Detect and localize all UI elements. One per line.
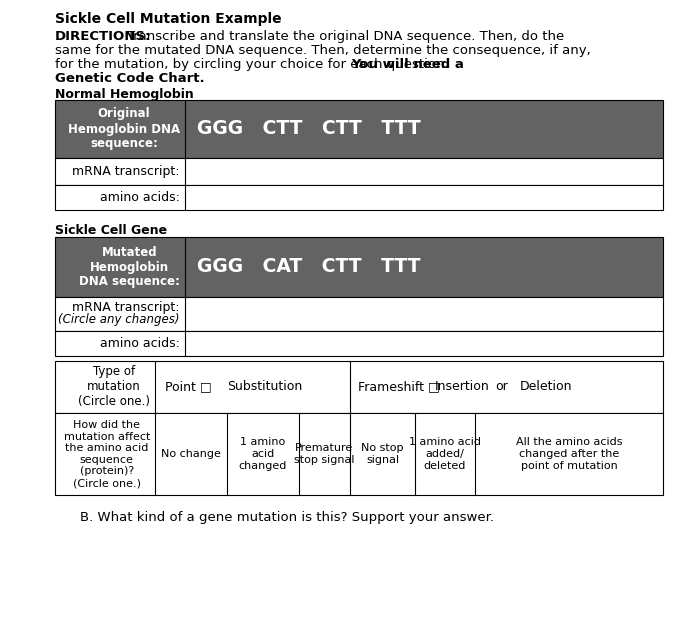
Text: GGG   CAT   CTT   TTT: GGG CAT CTT TTT	[197, 257, 421, 276]
Text: Type of
mutation
(Circle one.): Type of mutation (Circle one.)	[78, 366, 150, 408]
Text: for the mutation, by circling your choice for each question.: for the mutation, by circling your choic…	[55, 58, 453, 71]
Bar	[55, 100, 663, 158]
Text: DIRECTIONS:: DIRECTIONS:	[55, 30, 151, 43]
Text: amino acids:: amino acids:	[100, 191, 180, 204]
Text: same for the mutated DNA sequence. Then, determine the consequence, if any,: same for the mutated DNA sequence. Then,…	[55, 44, 591, 57]
Text: Normal Hemoglobin: Normal Hemoglobin	[55, 88, 194, 101]
Bar	[55, 331, 663, 356]
Bar	[55, 237, 663, 297]
Bar	[55, 361, 663, 413]
Text: Sickle Cell Gene: Sickle Cell Gene	[55, 224, 167, 237]
Text: How did the
mutation affect
the amino acid
sequence
(protein)?
(Circle one.): How did the mutation affect the amino ac…	[64, 420, 150, 488]
Text: No stop
signal: No stop signal	[361, 443, 404, 465]
Text: 1 amino
acid
changed: 1 amino acid changed	[239, 438, 287, 471]
Text: Deletion: Deletion	[520, 380, 573, 394]
Text: Point □: Point □	[165, 380, 211, 394]
Text: 1 amino acid
added/
deleted: 1 amino acid added/ deleted	[409, 438, 481, 471]
Text: GGG   CTT   CTT   TTT: GGG CTT CTT TTT	[197, 120, 421, 138]
Text: amino acids:: amino acids:	[100, 337, 180, 350]
Text: (Circle any changes): (Circle any changes)	[59, 313, 180, 327]
Text: You will need a: You will need a	[351, 58, 464, 71]
Text: Substitution: Substitution	[227, 380, 302, 394]
Text: Frameshift □: Frameshift □	[358, 380, 440, 394]
Text: Genetic Code Chart.: Genetic Code Chart.	[55, 72, 204, 85]
Text: mRNA transcript:: mRNA transcript:	[73, 301, 180, 315]
Bar	[55, 185, 663, 210]
Text: or: or	[495, 380, 508, 394]
Text: Transcribe and translate the original DNA sequence. Then, do the: Transcribe and translate the original DN…	[127, 30, 564, 43]
Text: mRNA transcript:: mRNA transcript:	[73, 165, 180, 178]
Bar	[55, 413, 663, 495]
Text: Insertion: Insertion	[435, 380, 490, 394]
Bar	[55, 158, 663, 185]
Text: Original
Hemoglobin DNA
sequence:: Original Hemoglobin DNA sequence:	[68, 108, 180, 150]
Text: Premature
stop signal: Premature stop signal	[294, 443, 355, 465]
Text: Mutated
Hemoglobin
DNA sequence:: Mutated Hemoglobin DNA sequence:	[79, 245, 180, 289]
Text: No change: No change	[161, 449, 221, 459]
Text: B. What kind of a gene mutation is this? Support your answer.: B. What kind of a gene mutation is this?…	[80, 511, 494, 524]
Bar	[55, 297, 663, 331]
Text: All the amino acids
changed after the
point of mutation: All the amino acids changed after the po…	[516, 438, 622, 471]
Text: Sickle Cell Mutation Example: Sickle Cell Mutation Example	[55, 12, 281, 26]
